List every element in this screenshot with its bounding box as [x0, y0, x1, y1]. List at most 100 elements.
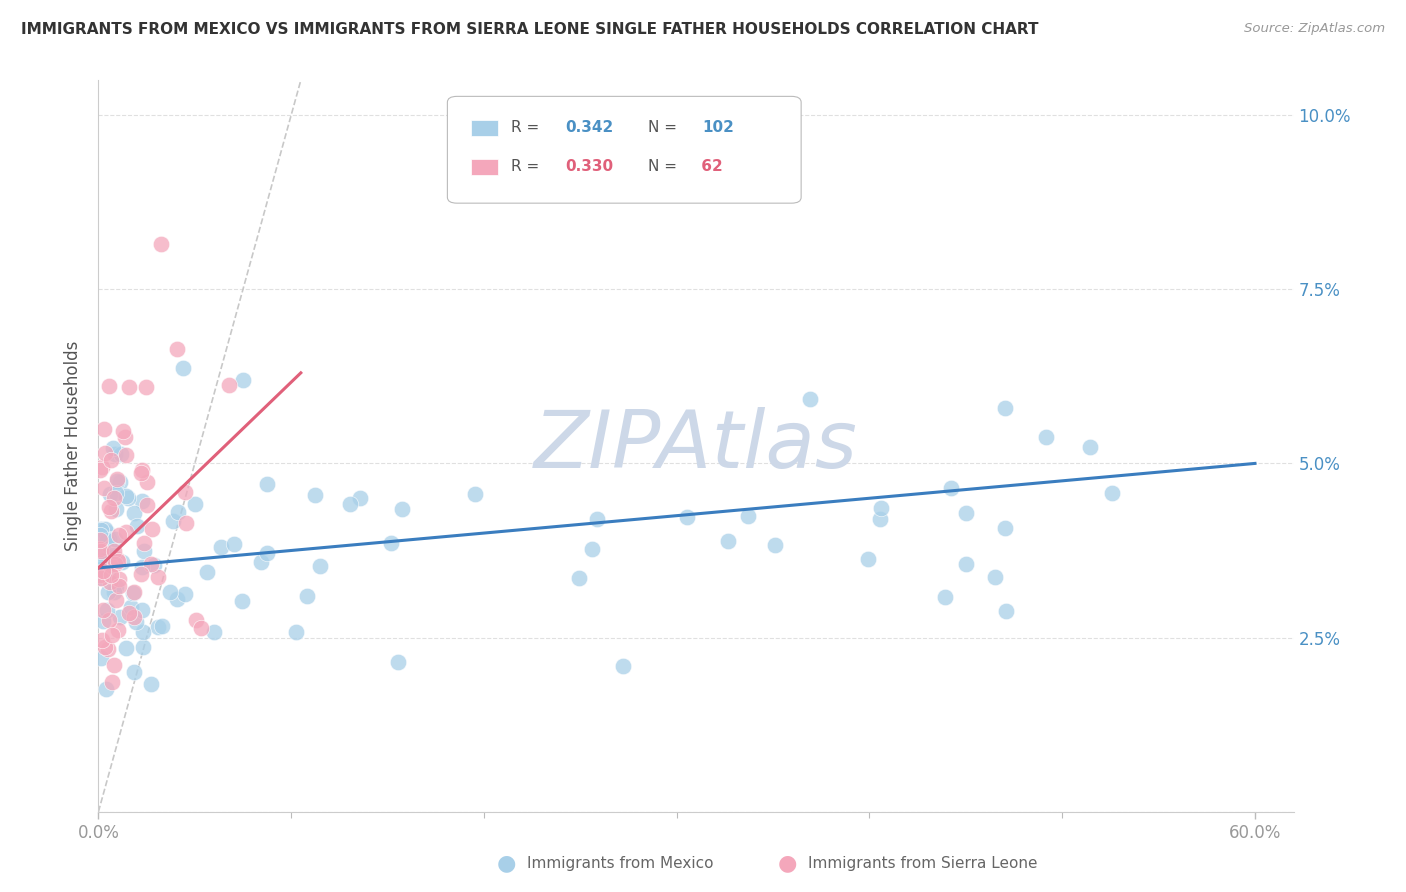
Point [89, 567, 111, 582]
Point [955, 557, 977, 571]
Point [94, 553, 117, 567]
Point [111, 424, 134, 438]
Point [184, 613, 207, 627]
Point [166, 591, 188, 606]
Point [955, 506, 977, 520]
Point [131, 560, 153, 574]
Point [110, 610, 132, 624]
Point [94, 682, 117, 697]
Point [202, 624, 225, 639]
Point [93, 614, 115, 628]
Point [93, 603, 115, 617]
Point [586, 512, 609, 526]
Point [190, 621, 212, 635]
Point [150, 237, 173, 252]
FancyBboxPatch shape [471, 159, 498, 175]
Point [799, 392, 821, 407]
Text: ZIPAtlas: ZIPAtlas [534, 407, 858, 485]
Point [107, 552, 129, 566]
Point [118, 606, 141, 620]
Point [97, 531, 120, 545]
Point [90, 571, 112, 585]
Point [93, 522, 115, 536]
Point [135, 380, 157, 394]
Text: N =: N = [648, 120, 682, 136]
Point [107, 472, 129, 486]
Point [184, 497, 207, 511]
Text: N =: N = [648, 159, 682, 174]
Point [89, 541, 111, 556]
Point [89, 562, 111, 576]
Point [105, 502, 128, 516]
Point [98, 613, 121, 627]
Point [97, 379, 120, 393]
Point [98, 574, 121, 589]
Point [107, 623, 129, 637]
Text: Source: ZipAtlas.com: Source: ZipAtlas.com [1244, 22, 1385, 36]
Point [122, 665, 145, 679]
Point [91, 571, 114, 585]
Point [103, 549, 125, 564]
Point [118, 380, 141, 394]
Point [391, 502, 413, 516]
Point [104, 532, 127, 546]
Point [100, 504, 122, 518]
Point [1101, 486, 1123, 500]
Point [110, 447, 132, 461]
Point [107, 527, 129, 541]
Point [132, 544, 155, 558]
Point [132, 640, 155, 655]
Point [91, 556, 114, 570]
Point [91, 564, 114, 578]
Point [218, 378, 240, 392]
Point [250, 555, 273, 569]
Point [167, 505, 190, 519]
Point [297, 589, 319, 603]
Point [993, 401, 1015, 415]
Point [139, 677, 162, 691]
Point [120, 600, 142, 615]
Point [93, 481, 115, 495]
Text: ●: ● [778, 854, 797, 873]
Point [96, 603, 118, 617]
Point [141, 521, 163, 535]
Point [934, 591, 956, 605]
Point [132, 624, 155, 639]
Point [464, 487, 486, 501]
FancyBboxPatch shape [447, 96, 801, 203]
Point [103, 543, 125, 558]
Point [108, 579, 131, 593]
Point [89, 528, 111, 542]
Point [231, 594, 253, 608]
Point [131, 494, 153, 508]
Point [132, 536, 155, 550]
Point [124, 610, 146, 624]
Text: IMMIGRANTS FROM MEXICO VS IMMIGRANTS FROM SIERRA LEONE SINGLE FATHER HOUSEHOLDS : IMMIGRANTS FROM MEXICO VS IMMIGRANTS FRO… [21, 22, 1039, 37]
Point [114, 641, 136, 656]
Point [285, 624, 308, 639]
Point [136, 475, 159, 490]
Point [122, 584, 145, 599]
Point [90, 524, 112, 538]
Point [122, 586, 145, 600]
Point [117, 491, 139, 506]
Point [100, 568, 122, 582]
Point [148, 569, 170, 583]
Point [675, 509, 697, 524]
Point [146, 620, 169, 634]
Point [97, 569, 120, 583]
Point [90, 522, 112, 536]
Text: 102: 102 [702, 120, 734, 136]
Point [131, 603, 153, 617]
Point [105, 593, 128, 607]
Point [173, 587, 195, 601]
FancyBboxPatch shape [471, 120, 498, 136]
Point [104, 557, 127, 571]
Point [101, 441, 124, 455]
Point [131, 567, 153, 582]
Point [232, 373, 254, 387]
Point [90, 650, 112, 665]
Point [105, 474, 128, 488]
Point [387, 655, 409, 669]
Text: R =: R = [510, 120, 544, 136]
